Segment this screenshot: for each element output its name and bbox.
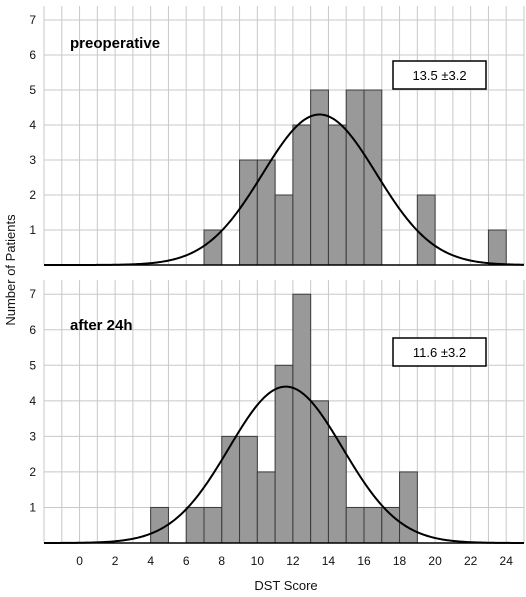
histogram-bar — [203, 229, 223, 266]
normal-fit-curve — [44, 385, 525, 544]
x-tick-label: 10 — [251, 554, 265, 568]
stats-label: 13.5 ±3.2 — [412, 68, 466, 83]
histogram-bar — [185, 506, 205, 544]
x-tick-labels: 0 2 4 6 8 10 12 14 16 18 20 22 24 — [76, 554, 513, 568]
y-tick-label: 7 — [29, 287, 36, 301]
histogram-bar — [239, 159, 258, 266]
panel-preoperative: 1 2 3 4 5 6 7 preoperative 13.5 ±3.2 — [29, 6, 525, 266]
y-tick-label: 1 — [29, 500, 36, 514]
y-tick-label: 3 — [29, 153, 36, 167]
x-tick-label: 0 — [76, 554, 83, 568]
histogram-bar — [327, 435, 347, 544]
y-tick-label: 4 — [29, 394, 36, 408]
x-tick-label: 16 — [357, 554, 371, 568]
histogram-bar — [399, 471, 418, 544]
histogram-bar — [274, 364, 294, 544]
panel-title: preoperative — [70, 35, 160, 52]
histogram-bar — [256, 471, 276, 544]
x-tick-label: 12 — [286, 554, 300, 568]
x-axis-label: DST Score — [254, 578, 317, 593]
histogram-bar — [327, 124, 347, 266]
histogram-bar — [487, 229, 507, 266]
histogram-bar — [292, 293, 312, 544]
x-tick-label: 4 — [147, 554, 154, 568]
histogram-bar — [203, 506, 223, 544]
histogram-bar — [221, 435, 241, 544]
y-tick-label: 6 — [29, 48, 36, 62]
x-tick-label: 24 — [500, 554, 514, 568]
x-tick-label: 20 — [428, 554, 442, 568]
x-tick-label: 18 — [393, 554, 407, 568]
x-tick-label: 22 — [464, 554, 478, 568]
y-tick-label: 1 — [29, 223, 36, 237]
histogram-bar — [381, 506, 401, 544]
y-tick-label: 4 — [29, 118, 36, 132]
panel-title: after 24h — [70, 317, 133, 334]
y-tick-label: 2 — [29, 465, 36, 479]
x-tick-label: 14 — [322, 554, 336, 568]
histogram-bar — [363, 506, 383, 544]
y-tick-label: 7 — [29, 13, 36, 27]
y-tick-label: 6 — [29, 323, 36, 337]
histogram-bar — [292, 124, 312, 266]
stats-box — [392, 337, 487, 367]
x-tick-label: 2 — [112, 554, 119, 568]
y-tick-label: 3 — [29, 429, 36, 443]
y-tick-label: 2 — [29, 188, 36, 202]
y-tick-label: 5 — [29, 358, 36, 372]
histogram-bar — [274, 194, 294, 266]
stats-box — [392, 60, 487, 90]
stats-label: 11.6 ±3.2 — [413, 345, 466, 360]
y-tick-label: 5 — [29, 83, 36, 97]
histogram-bar — [345, 506, 365, 544]
x-tick-label: 6 — [183, 554, 190, 568]
x-tick-label: 8 — [218, 554, 225, 568]
y-axis-label: Number of Patients — [3, 214, 18, 326]
histogram-bar — [256, 159, 276, 266]
histogram-bar — [416, 194, 436, 266]
histogram-bar — [239, 435, 258, 544]
histogram-bar — [345, 89, 365, 266]
panel-after-24h: 1 2 3 4 5 6 7 after 24h 11.6 ±3.2 — [29, 280, 525, 544]
